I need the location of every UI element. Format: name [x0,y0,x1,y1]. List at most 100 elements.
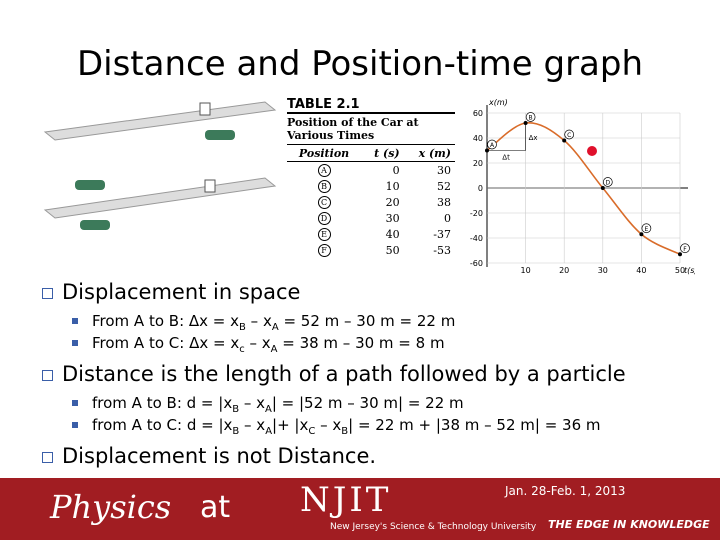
subscript: B [232,426,240,437]
sub-bullet: From A to C: Δx = xc – xA = 38 m – 30 m … [72,334,445,355]
sub-bullet-text: – x [315,416,342,434]
position-label: F [317,244,331,257]
table-row: C 20 38 [287,194,455,210]
bullet-text: Displacement is not Distance. [62,444,377,468]
sub-bullet-text: – x [244,334,271,352]
point-label: F [683,246,687,253]
table-cell: 52 [404,178,455,194]
table-heading: Position of the Car at Various Times [287,112,455,145]
table-cell: C [287,194,361,210]
cell-value: 30 [385,211,400,225]
sub-bullet-text: From A to C: Δx = x [92,334,240,352]
sub-bullet: From A to B: Δx = xB – xA = 52 m – 30 m … [72,312,456,333]
car-illustration [43,101,277,230]
bullet: Displacement is not Distance. [42,444,377,468]
bullet: Distance is the length of a path followe… [42,362,626,386]
table-cell: -37 [404,226,455,242]
data-point [678,252,682,257]
slide-title: Distance and Position-time graph [76,44,644,84]
subscript: C [308,426,316,437]
table-cell: 38 [404,194,455,210]
subscript: A [270,344,278,355]
point-badge [602,177,613,187]
sub-bullet-text: – x [245,312,272,330]
x-tick-label: 30 [598,266,608,275]
cell-value: 10 [385,179,400,193]
x-axis-label: t(s) [684,266,695,275]
subscript: A [265,426,273,437]
y-tick-label: 0 [478,184,483,193]
x-tick-label: 40 [636,266,646,275]
data-point [562,138,567,143]
cell-value: -37 [433,227,451,241]
point-label: D [605,180,610,187]
y-axis-label: x(m) [488,98,508,107]
subscript: A [265,404,272,415]
position-label: A [317,164,331,177]
position-label: D [317,212,331,225]
footer: Physics at NJIT New Jersey's Science & T… [0,478,720,540]
sub-bullet-text: – x [239,394,265,412]
sub-bullet-text: = 52 m – 30 m = 22 m [278,312,456,330]
cell-value: 52 [437,179,451,193]
point-label: A [490,142,495,149]
cell-value: 30 [437,163,451,177]
column-header: t (s) [374,146,400,160]
sub-bullet-text: From A to B: Δx = x [92,312,240,330]
subscript: A [271,322,279,333]
data-point [639,232,644,237]
y-tick-label: 20 [473,159,483,168]
cell-value: 50 [385,243,400,257]
table-cell: E [287,226,361,242]
point-badge [487,139,497,150]
point-badge [641,223,652,234]
point-badge [680,243,690,254]
sub-bullet-dot [72,400,78,406]
x-tick-label: 10 [521,266,531,275]
table-cell: 10 [361,178,404,194]
table-cell: A [287,162,361,179]
bullet-text: Distance is the length of a path followe… [62,362,626,386]
cell-value: 0 [392,163,400,177]
cell-value: 40 [385,227,400,241]
y-tick-label: 40 [473,134,483,143]
sub-bullet-text: = 38 m – 30 m = 8 m [277,334,445,352]
cell-value: 20 [385,195,400,209]
subscript: B [239,322,246,333]
y-tick-label: -20 [470,209,483,218]
position-label: E [317,228,331,241]
sub-bullet: from A to C: d = |xB – xA|+ |xC – xB| = … [72,416,601,437]
x-tick-label: 50 [675,266,685,275]
slogan: THE EDGE IN KNOWLEDGE [548,518,710,531]
red-dot [587,146,597,156]
university: New Jersey's Science & Technology Univer… [330,522,537,532]
sub-bullet-text: |+ |x [272,416,309,434]
table-row: D 30 0 [287,210,455,226]
subscript: c [239,344,245,355]
brand-physics: Physics [50,488,172,526]
bullet-text: Displacement in space [62,280,301,304]
column-header: x (m) [418,146,451,160]
point-label: B [529,115,533,122]
y-tick-label: -60 [470,259,483,268]
table-cell: 40 [361,226,404,242]
sub-bullet-dot [72,318,78,324]
y-tick-label: -40 [470,234,483,243]
table-cell: 0 [404,210,455,226]
table-cell: F [287,242,361,258]
sub-bullet-text: | = |52 m – 30 m| = 22 m [271,394,464,412]
bullet: Displacement in space [42,280,301,304]
table-cell: 20 [361,194,404,210]
table-cell: 30 [404,162,455,179]
brand-at: at [200,490,231,525]
position-time-graph: 60 40 20 0 -20 -40 -60 10 20 30 40 50 x(m) t(s) A B C D E F… [470,98,695,275]
subscript: B [341,426,349,437]
point-label: E [645,226,649,233]
sub-bullet-text: | = 22 m + |38 m – 52 m| = 36 m [348,416,601,434]
sub-bullet: from A to B: d = |xB – xA| = |52 m – 30 … [72,394,464,415]
sub-bullet-dot [72,340,78,346]
cell-value: 38 [437,195,451,209]
data-table: TABLE 2.1 Position of the Car at Various… [287,97,455,258]
table-caption: TABLE 2.1 [287,97,360,112]
